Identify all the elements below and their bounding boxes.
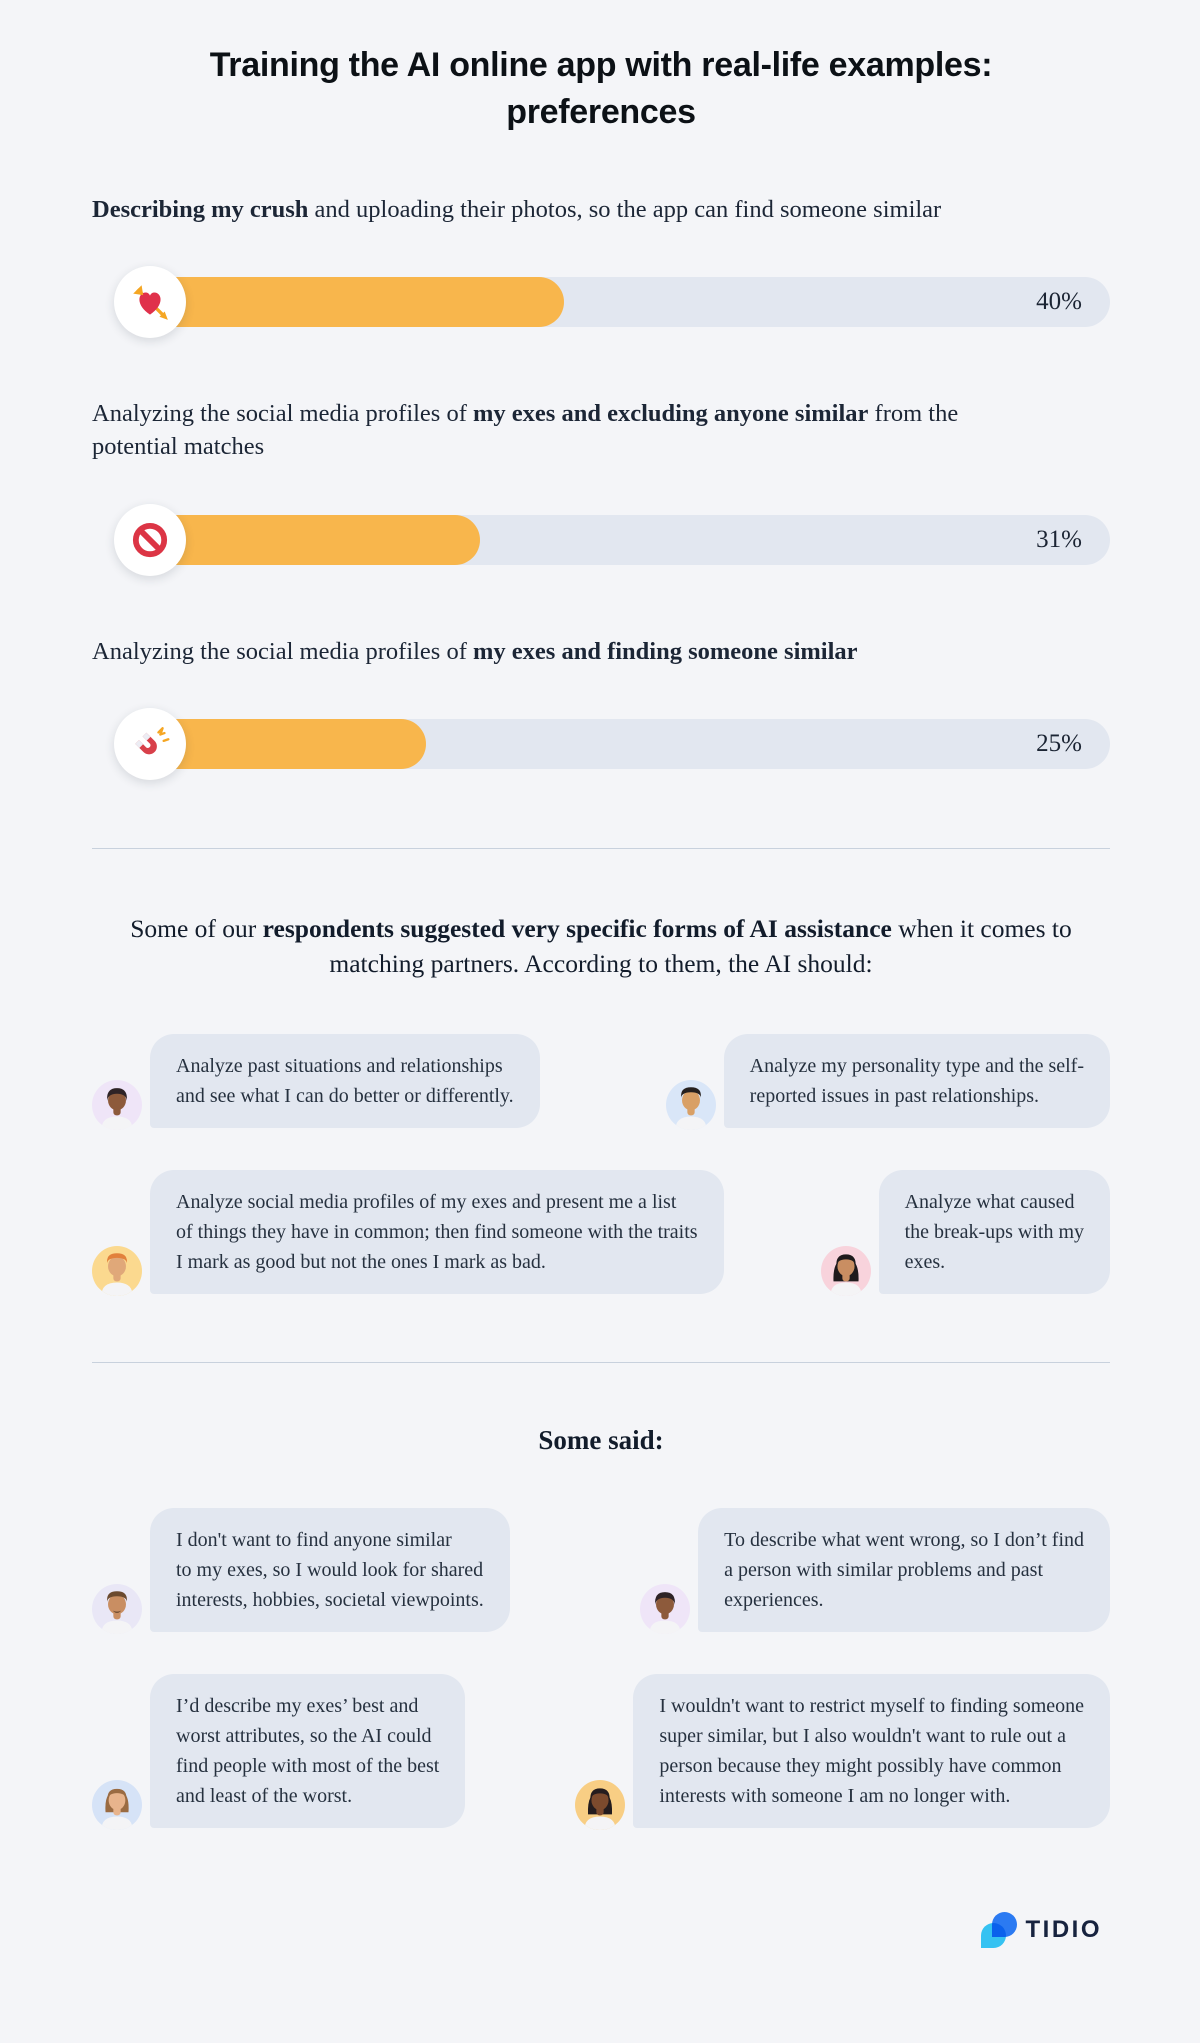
quote: Analyze my personality type and the self… — [665, 1033, 1110, 1130]
avatar-icon — [92, 1779, 142, 1830]
tidio-brand-text: TIDIO — [1025, 1915, 1102, 1943]
bar-track: 25% — [120, 719, 1110, 770]
quote-row: Analyze social media profiles of my exes… — [92, 1169, 1110, 1296]
prohibited-icon — [114, 503, 186, 576]
avatar-icon — [640, 1583, 691, 1634]
bar-row: 31% — [92, 503, 1110, 576]
tidio-logo-icon — [980, 1911, 1017, 1948]
bar-label: Analyzing the social media profiles of m… — [92, 400, 959, 460]
quote-bubble: Analyze social media profiles of my exes… — [150, 1169, 724, 1294]
section-intro: Some of our respondents suggested very s… — [130, 914, 1072, 979]
bar-item-finding: Analyzing the social media profiles of m… — [92, 636, 1110, 781]
bar-track: 40% — [120, 277, 1110, 328]
quote: I don't want to find anyone similar to m… — [92, 1507, 510, 1634]
some-said-section: Some said: I don't want to find anyone s… — [92, 1424, 1110, 1830]
avatar-icon — [820, 1245, 871, 1296]
quote: Analyze social media profiles of my exes… — [92, 1169, 724, 1296]
quote: I’d describe my exes’ best and worst att… — [92, 1673, 466, 1830]
bar-value-label: 40% — [1036, 288, 1082, 316]
bar-row: 40% — [92, 266, 1110, 339]
quote-row: I’d describe my exes’ best and worst att… — [92, 1673, 1110, 1830]
divider — [92, 1361, 1110, 1363]
quote: To describe what went wrong, so I don’t … — [640, 1507, 1110, 1634]
footer: TIDIO — [92, 1911, 1110, 1948]
heart-with-arrow-icon — [114, 266, 186, 339]
bar-label: Analyzing the social media profiles of m… — [92, 637, 858, 665]
bar-value-label: 25% — [1036, 730, 1082, 758]
quote: Analyze what caused the break-ups with m… — [820, 1169, 1110, 1296]
bar-label: Describing my crush and uploading their … — [92, 195, 942, 223]
quote-bubble: To describe what went wrong, so I don’t … — [698, 1507, 1110, 1632]
bar-value-label: 31% — [1036, 525, 1082, 553]
avatar-icon — [92, 1245, 142, 1296]
suggestions-section: Some of our respondents suggested very s… — [92, 911, 1110, 1296]
tidio-bubble-blue — [991, 1911, 1017, 1937]
quote: Analyze past situations and relationship… — [92, 1033, 540, 1130]
avatar-icon — [575, 1779, 626, 1830]
quote-row: Analyze past situations and relationship… — [92, 1033, 1110, 1130]
quote: I wouldn't want to restrict myself to fi… — [575, 1673, 1110, 1830]
quote-bubble: I wouldn't want to restrict myself to fi… — [633, 1673, 1110, 1828]
quote-bubble: Analyze past situations and relationship… — [150, 1033, 540, 1128]
quote-bubble: Analyze what caused the break-ups with m… — [878, 1169, 1110, 1294]
bar-fill — [120, 277, 564, 328]
quote-bubble: I don't want to find anyone similar to m… — [150, 1507, 510, 1632]
bar-item-excluding: Analyzing the social media profiles of m… — [92, 398, 1110, 576]
section-heading: Some said: — [538, 1424, 664, 1455]
avatar-icon — [665, 1079, 716, 1130]
preferences-bar-chart: Describing my crush and uploading their … — [92, 194, 1110, 781]
tidio-logo: TIDIO — [980, 1911, 1103, 1948]
avatar-icon — [92, 1079, 142, 1130]
quote-bubble: I’d describe my exes’ best and worst att… — [150, 1673, 466, 1828]
quote-row: I don't want to find anyone similar to m… — [92, 1507, 1110, 1634]
quote-bubble: Analyze my personality type and the self… — [723, 1033, 1110, 1128]
bar-item-crush: Describing my crush and uploading their … — [92, 194, 1110, 339]
page-title: Training the AI online app with real-lif… — [209, 46, 993, 131]
avatar-icon — [92, 1583, 142, 1634]
divider — [92, 848, 1110, 850]
magnet-icon — [114, 708, 186, 781]
bar-track: 31% — [120, 514, 1110, 565]
bar-row: 25% — [92, 708, 1110, 781]
